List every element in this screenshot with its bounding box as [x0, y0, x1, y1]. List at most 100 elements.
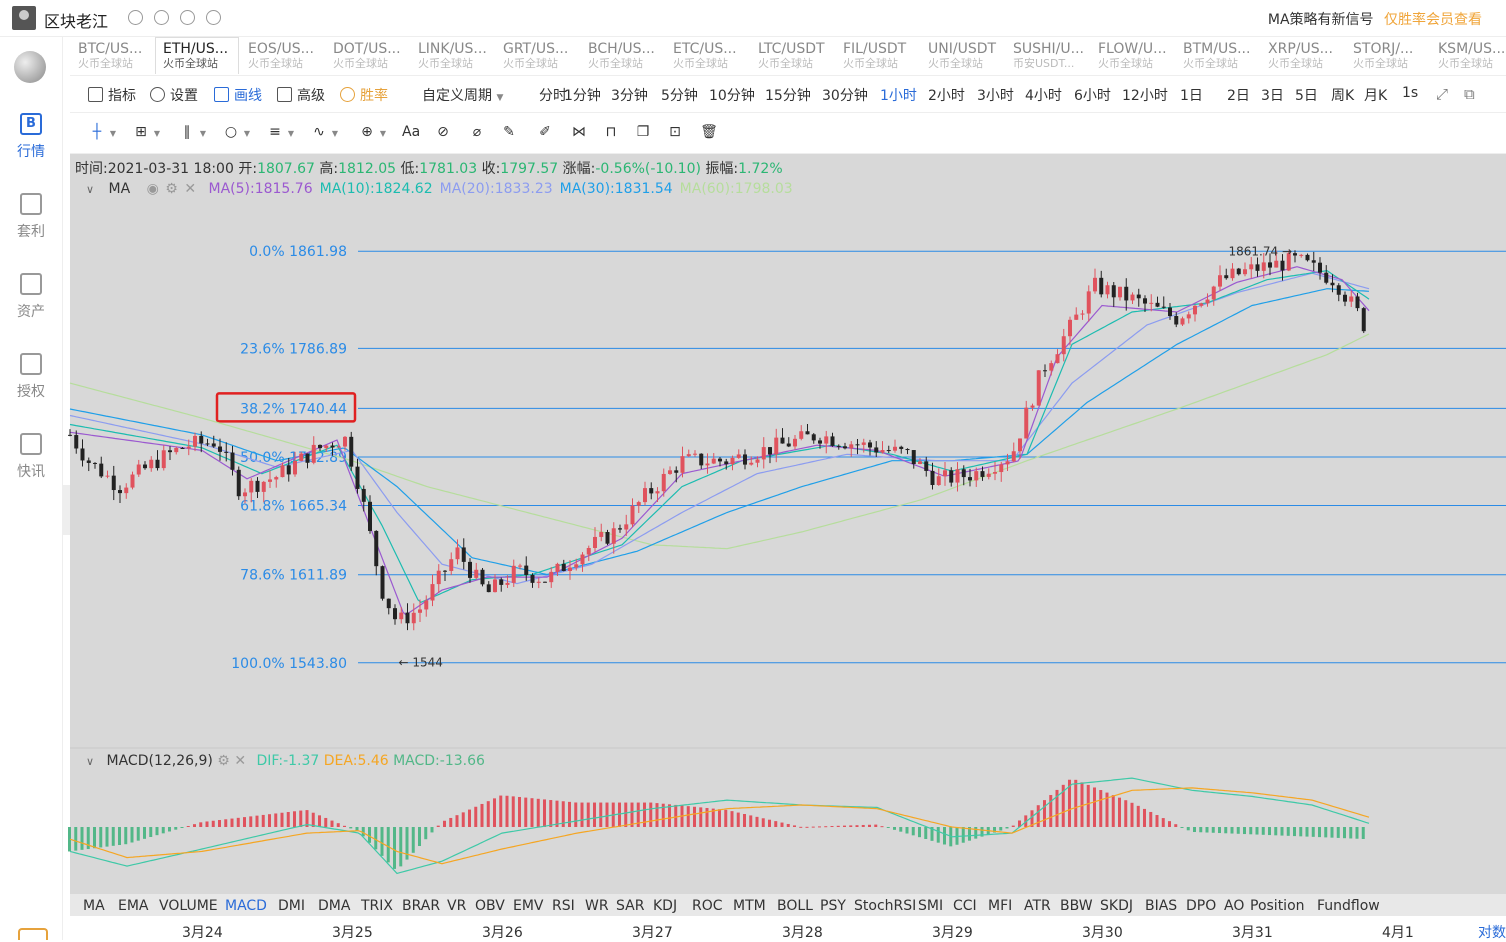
pair-tab[interactable]: FIL/USDT 火币全球站	[843, 41, 923, 70]
vertical-lines-tool-icon[interactable]: ∥ ▼	[183, 124, 207, 140]
gear-icon[interactable]: ⚙	[217, 753, 230, 769]
indicator-tab[interactable]: KDJ	[653, 898, 678, 914]
pair-tab[interactable]: BCH/US... 火币全球站	[588, 41, 668, 70]
indicator-tab[interactable]: PSY	[820, 898, 846, 914]
indicator-tab[interactable]: EMV	[513, 898, 544, 914]
advanced-button[interactable]: 高级	[277, 85, 325, 105]
indicator-tab[interactable]: MTM	[733, 898, 766, 914]
pair-tab[interactable]: LINK/US... 火币全球站	[418, 41, 498, 70]
wave-tool-icon[interactable]: ∿ ▼	[313, 124, 338, 140]
gear-icon[interactable]: ⚙	[165, 181, 178, 197]
period-option[interactable]: 2日	[1227, 88, 1250, 104]
sidebar-item-arbitrage[interactable]: 套利	[0, 193, 62, 241]
pair-tab[interactable]: DOT/US... 火币全球站	[333, 41, 413, 70]
period-option[interactable]: 4小时	[1025, 88, 1062, 104]
pair-tab[interactable]: SUSHI/U... 币安USDT...	[1013, 41, 1093, 70]
close-icon[interactable]: ✕	[184, 181, 197, 197]
pair-tab[interactable]: EOS/US... 火币全球站	[248, 41, 328, 70]
indicator-tab[interactable]: BOLL	[777, 898, 813, 914]
indicator-tab[interactable]: OBV	[475, 898, 505, 914]
pair-tab[interactable]: GRT/US... 火币全球站	[503, 41, 583, 70]
hide-tool-icon[interactable]: ⊡	[669, 124, 681, 140]
settings-button[interactable]: 设置	[150, 85, 198, 105]
indicator-tab[interactable]: WR	[585, 898, 609, 914]
indicator-tab[interactable]: DPO	[1186, 898, 1217, 914]
sidebar-item-news[interactable]: 快讯	[0, 433, 62, 481]
horizontal-lines-tool-icon[interactable]: ≡ ▼	[269, 124, 294, 140]
custom-period-select[interactable]: 自定义周期 ▼	[422, 88, 504, 104]
collapse-chevron-icon[interactable]: ∨	[86, 183, 95, 196]
crosshair-tool-icon[interactable]: ┼ ▼	[92, 124, 116, 140]
notice-link[interactable]: 仅胜率会员查看	[1384, 12, 1482, 28]
chart-area[interactable]	[70, 154, 1506, 894]
ruler-tool-icon[interactable]: ⊞ ▼	[135, 124, 160, 140]
indicator-tab[interactable]: ROC	[692, 898, 723, 914]
collapse-chevron-icon[interactable]: ∨	[86, 755, 95, 768]
period-option[interactable]: 10分钟	[709, 88, 755, 104]
period-option[interactable]: 月K	[1364, 88, 1388, 104]
trash-icon[interactable]: 🗑	[700, 124, 718, 140]
copy-tool-icon[interactable]: ❐	[636, 124, 650, 140]
indicator-tab[interactable]: SKDJ	[1100, 898, 1133, 914]
fullscreen-icon[interactable]: ⤢	[1436, 85, 1449, 103]
close-icon[interactable]: ✕	[234, 753, 247, 769]
magnet-tool-icon[interactable]: ⋈	[572, 124, 586, 140]
pair-tab[interactable]: ETH/US... 火币全球站	[155, 37, 243, 74]
indicator-tab[interactable]: MA	[83, 898, 105, 914]
winrate-button[interactable]: 胜率	[340, 85, 388, 105]
avatar[interactable]	[12, 6, 36, 30]
indicator-tab[interactable]: MACD	[225, 898, 267, 914]
indicator-tab[interactable]: DMA	[318, 898, 351, 914]
period-option[interactable]: 1分钟	[564, 88, 601, 104]
measure-tool-icon[interactable]: ⊕ ▼	[361, 124, 386, 140]
period-option[interactable]: 1日	[1180, 88, 1203, 104]
indicator-tab[interactable]: MFI	[988, 898, 1013, 914]
indicator-tab[interactable]: DMI	[278, 898, 305, 914]
indicator-tab[interactable]: BIAS	[1145, 898, 1178, 914]
indicator-tab[interactable]: VR	[447, 898, 467, 914]
period-option[interactable]: 5分钟	[661, 88, 698, 104]
pair-tab[interactable]: XRP/US... 火币全球站	[1268, 41, 1348, 70]
log-scale-toggle[interactable]: 对数	[1478, 925, 1506, 941]
circle-tool-icon[interactable]: ○ ▼	[224, 124, 250, 140]
period-option[interactable]: 3小时	[977, 88, 1014, 104]
pair-tab[interactable]: FLOW/U... 火币全球站	[1098, 41, 1178, 70]
indicator-tab[interactable]: SMI	[918, 898, 944, 914]
pair-tab[interactable]: STORJ/... 火币全球站	[1353, 41, 1433, 70]
sidebar-item-authorize[interactable]: 授权	[0, 353, 62, 401]
indicator-tab[interactable]: SAR	[616, 898, 645, 914]
indicator-tab[interactable]: Fundflow	[1317, 898, 1380, 914]
eye-icon[interactable]: ◉	[146, 181, 159, 197]
pair-tab[interactable]: UNI/USDT 火币全球站	[928, 41, 1008, 70]
pair-tab[interactable]: BTC/US... 火币全球站	[78, 41, 158, 70]
period-option[interactable]: 2小时	[928, 88, 965, 104]
period-option[interactable]: 1小时	[880, 88, 917, 104]
crown-icon[interactable]	[18, 928, 48, 940]
pencil-tool-icon[interactable]: ✎	[503, 124, 515, 140]
period-option[interactable]: 15分钟	[765, 88, 811, 104]
sidebar-collapse-handle[interactable]	[62, 485, 70, 535]
period-option[interactable]: 30分钟	[822, 88, 868, 104]
indicator-tab[interactable]: VOLUME	[159, 898, 218, 914]
period-option[interactable]: 3分钟	[611, 88, 648, 104]
interval-label[interactable]: 1s	[1402, 85, 1419, 101]
period-option[interactable]: 12小时	[1122, 88, 1168, 104]
pair-tab[interactable]: ETC/US... 火币全球站	[673, 41, 753, 70]
period-option[interactable]: 周K	[1331, 88, 1355, 104]
period-option[interactable]: 5日	[1295, 88, 1318, 104]
indicator-tab[interactable]: CCI	[953, 898, 977, 914]
indicator-tab[interactable]: BRAR	[402, 898, 441, 914]
pair-tab[interactable]: LTC/USDT 火币全球站	[758, 41, 838, 70]
indicator-tab[interactable]: StochRSI	[854, 898, 917, 914]
indicator-tab[interactable]: BBW	[1060, 898, 1093, 914]
period-option[interactable]: 6小时	[1074, 88, 1111, 104]
sidebar-item-assets[interactable]: 资产	[0, 273, 62, 321]
indicator-tab[interactable]: TRIX	[361, 898, 393, 914]
lock-tool-icon[interactable]: ⊓	[605, 124, 617, 140]
indicator-tab[interactable]: RSI	[552, 898, 575, 914]
indicator-tab[interactable]: ATR	[1024, 898, 1051, 914]
indicator-tab[interactable]: Position	[1250, 898, 1305, 914]
brush-tool-icon[interactable]: ⊘	[437, 124, 449, 140]
pair-tab[interactable]: KSM/US... 火币全球站	[1438, 41, 1506, 70]
